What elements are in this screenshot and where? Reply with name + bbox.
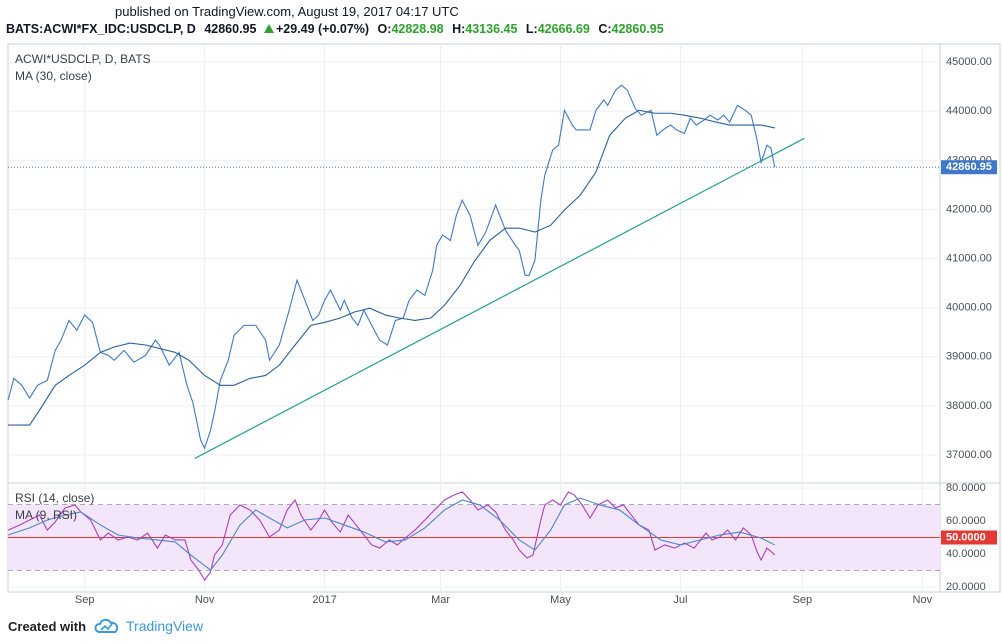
created-with: Created with bbox=[8, 618, 87, 634]
x-tick-label: Mar bbox=[431, 594, 450, 606]
brand: TradingView bbox=[126, 618, 204, 634]
ohlc-open-label: O: bbox=[377, 22, 392, 36]
y-tick-label: 80.0000 bbox=[946, 482, 986, 494]
marks bbox=[7, 84, 940, 582]
trend-line bbox=[194, 137, 805, 459]
legend-entry: RSI (14, close) bbox=[15, 491, 94, 505]
last-price-label-bg bbox=[941, 160, 997, 175]
y-tick-label: 40000.00 bbox=[946, 302, 992, 314]
ohlc-high-label: H: bbox=[452, 22, 466, 36]
y-tick-label: 44000.00 bbox=[946, 105, 992, 117]
ohlc-high: 43136.45 bbox=[465, 22, 518, 36]
x-tick-label: Nov bbox=[195, 594, 215, 606]
x-tick-label: Jul bbox=[673, 594, 687, 606]
y-tick-label: 38000.00 bbox=[946, 400, 992, 412]
y-tick-label: 37000.00 bbox=[946, 449, 992, 461]
series-line bbox=[8, 109, 775, 426]
series-line bbox=[7, 491, 776, 582]
legend-entry: MA (9, RSI) bbox=[15, 508, 77, 522]
ohlc-open: 42828.98 bbox=[391, 22, 444, 36]
y-tick-label: 60.0000 bbox=[946, 515, 986, 527]
x-tick-label: Nov bbox=[913, 594, 933, 606]
y-tick-label: 41000.00 bbox=[946, 252, 992, 264]
grid bbox=[8, 44, 940, 592]
legend-entry: ACWI*USDCLP, D, BATS bbox=[15, 52, 151, 66]
published-note: published on TradingView.com, August 19,… bbox=[115, 4, 459, 19]
y-tick-label: 39000.00 bbox=[946, 351, 992, 363]
midline-label: 50.0000 bbox=[946, 531, 986, 543]
legend-entry: MA (30, close) bbox=[15, 69, 92, 83]
last-price: 42860.95 bbox=[204, 22, 257, 36]
chart: 37000.00 38000.00 39000.00 40000.00 41000.00… bbox=[7, 43, 1001, 606]
footer: Created with TradingView bbox=[8, 618, 203, 634]
symbol-bar: BATS:ACWI*FX_IDC:USDCLP, D 42860.95 +29.… bbox=[6, 22, 664, 36]
last-price-label: 42860.95 bbox=[946, 161, 992, 173]
x-tick-label: 2017 bbox=[312, 594, 336, 606]
y-tick-label: 20.0000 bbox=[946, 581, 986, 593]
labels: 37000.00 38000.00 39000.00 40000.00 41000.00… bbox=[15, 52, 997, 606]
ohlc-close-label: C: bbox=[598, 22, 612, 36]
logo-cloud bbox=[94, 618, 119, 633]
y-tick-label: 40.0000 bbox=[946, 548, 986, 560]
ohlc-low-label: L: bbox=[525, 22, 538, 36]
x-tick-label: Sep bbox=[75, 594, 95, 606]
series-line bbox=[7, 84, 776, 450]
midline-label-bg bbox=[941, 530, 997, 545]
symbol: BATS:ACWI*FX_IDC:USDCLP, D bbox=[6, 22, 196, 36]
up-arrow bbox=[263, 24, 274, 33]
ohlc-close: 42860.95 bbox=[611, 22, 664, 36]
x-tick-label: May bbox=[550, 594, 571, 606]
ohlc-low: 42666.69 bbox=[537, 22, 590, 36]
series-line bbox=[7, 497, 776, 571]
change: +29.49 (+0.07%) bbox=[275, 22, 370, 36]
y-tick-label: 45000.00 bbox=[946, 56, 992, 68]
x-tick-label: Sep bbox=[793, 594, 813, 606]
chart-frame bbox=[7, 43, 1001, 593]
y-tick-label: 42000.00 bbox=[946, 203, 992, 215]
